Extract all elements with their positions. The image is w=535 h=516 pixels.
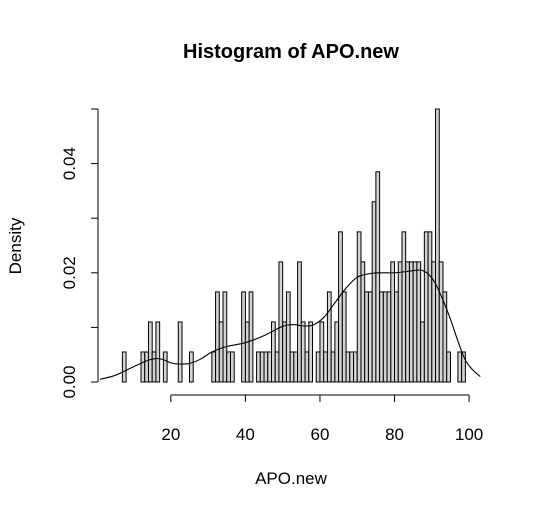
histogram-bar-60 <box>416 261 422 383</box>
histogram-bar-39 <box>338 231 343 383</box>
histogram-bar-65 <box>435 108 440 383</box>
x-tick-label-4: 100 <box>455 425 483 444</box>
density-curve-layer <box>99 269 481 380</box>
histogram-bar-40 <box>341 291 347 383</box>
histogram-bar-9 <box>211 351 217 383</box>
histogram-bar-66 <box>438 261 444 383</box>
histogram-bar-11 <box>218 321 224 383</box>
x-tick-label-0: 20 <box>161 425 180 444</box>
y-axis-label: Density <box>6 217 25 274</box>
histogram-bar-63 <box>427 231 433 383</box>
histogram-bar-43 <box>353 351 358 383</box>
histogram-bar-3 <box>147 321 153 383</box>
histogram-bar-13 <box>226 351 231 383</box>
histogram-bar-33 <box>315 351 321 383</box>
y-tick-label-0: 0.00 <box>60 365 79 398</box>
histogram-bar-61 <box>420 321 425 383</box>
x-tick-label-1: 40 <box>236 425 255 444</box>
histogram-bar-53 <box>390 261 396 383</box>
histogram-bar-18 <box>256 351 261 383</box>
histogram-bar-14 <box>229 351 235 383</box>
chart-title: Histogram of APO.new <box>183 41 399 63</box>
histogram-bar-32 <box>308 321 314 383</box>
histogram-bar-31 <box>304 351 310 383</box>
histogram-bar-67 <box>442 291 448 383</box>
histogram-bar-0 <box>121 351 127 383</box>
y-tick-label-4: 0.04 <box>60 147 79 180</box>
y-axis: 0.00 0.02 0.04 <box>60 108 99 399</box>
histogram-bar-52 <box>386 291 392 383</box>
histogram-bar-38 <box>334 321 340 383</box>
histogram-bars <box>121 108 466 383</box>
x-tick-label-3: 80 <box>385 425 404 444</box>
histogram-bar-45 <box>360 261 366 383</box>
histogram-bar-70 <box>461 351 466 383</box>
histogram-bar-30 <box>300 321 306 383</box>
histogram-bar-35 <box>323 351 328 383</box>
histogram-bar-47 <box>367 291 373 383</box>
histogram-bar-10 <box>215 291 220 383</box>
histogram-bar-56 <box>401 231 407 383</box>
histogram-bar-50 <box>379 291 384 383</box>
histogram-bar-36 <box>326 291 332 383</box>
x-tick-label-2: 60 <box>311 425 330 444</box>
histogram-bar-37 <box>330 351 336 383</box>
histogram-bar-42 <box>349 351 355 383</box>
histogram-bar-16 <box>244 321 250 383</box>
histogram-bar-8 <box>188 351 194 383</box>
histogram-bar-49 <box>375 171 381 383</box>
histogram-bar-41 <box>345 351 351 383</box>
histogram-bar-7 <box>177 321 183 383</box>
histogram-bar-21 <box>267 351 272 383</box>
histogram-bar-4 <box>151 351 157 383</box>
histogram-bar-57 <box>405 261 410 383</box>
histogram-bar-20 <box>263 351 269 383</box>
histogram-bar-2 <box>144 351 149 383</box>
histogram-bar-48 <box>371 201 377 383</box>
histogram-bar-28 <box>293 351 299 383</box>
histogram-bar-25 <box>282 321 287 383</box>
histogram-bar-69 <box>457 351 463 383</box>
y-tick-label-2: 0.02 <box>60 256 79 289</box>
histogram-bar-1 <box>140 351 146 383</box>
histogram-bar-23 <box>274 351 280 383</box>
histogram-bar-6 <box>162 351 168 383</box>
histogram-bar-5 <box>155 321 161 383</box>
histogram-bar-51 <box>382 291 388 383</box>
histogram-bar-54 <box>394 291 399 383</box>
histogram-bar-27 <box>289 351 295 383</box>
histogram-bar-62 <box>423 231 429 383</box>
histogram-bar-58 <box>408 261 414 383</box>
x-axis-label: APO.new <box>255 469 328 488</box>
histogram-bar-68 <box>446 351 451 383</box>
histogram-bar-59 <box>412 261 418 383</box>
histogram-bar-19 <box>259 351 265 383</box>
histogram-bar-24 <box>278 261 284 383</box>
histogram-bar-17 <box>248 291 254 383</box>
histogram-bar-15 <box>241 291 246 383</box>
x-axis: 20 40 60 80 100 <box>161 394 483 444</box>
histogram-bar-34 <box>319 321 325 383</box>
histogram-bar-55 <box>397 261 403 383</box>
histogram-bar-29 <box>297 261 302 383</box>
histogram-bar-26 <box>285 291 291 383</box>
density-curve-line <box>99 269 481 380</box>
histogram-bar-46 <box>364 291 369 383</box>
histogram-bar-44 <box>356 231 362 383</box>
histogram-bar-12 <box>222 291 228 383</box>
